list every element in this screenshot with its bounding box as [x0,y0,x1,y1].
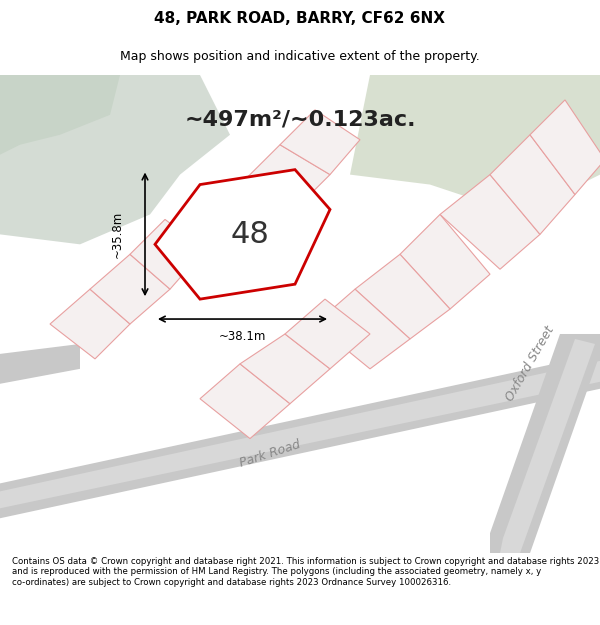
Polygon shape [200,184,295,244]
Polygon shape [50,289,130,359]
Text: ~38.1m: ~38.1m [219,331,266,344]
Text: ~497m²/~0.123ac.: ~497m²/~0.123ac. [184,110,416,130]
Polygon shape [285,299,370,369]
Text: 48, PARK ROAD, BARRY, CF62 6NX: 48, PARK ROAD, BARRY, CF62 6NX [155,11,445,26]
Polygon shape [130,219,205,289]
Polygon shape [490,334,600,553]
Polygon shape [315,289,410,369]
Polygon shape [0,354,600,518]
Polygon shape [200,364,290,439]
Polygon shape [0,75,120,154]
Text: ~35.8m: ~35.8m [110,211,124,258]
Polygon shape [90,254,170,324]
Polygon shape [155,169,330,299]
Text: Map shows position and indicative extent of the property.: Map shows position and indicative extent… [120,50,480,62]
Polygon shape [0,361,600,508]
Polygon shape [530,100,600,194]
Polygon shape [500,339,595,553]
Polygon shape [240,145,330,209]
Polygon shape [0,344,80,384]
Polygon shape [280,110,360,174]
Polygon shape [0,75,230,244]
Polygon shape [350,75,600,204]
Polygon shape [355,254,450,339]
Text: Park Road: Park Road [238,438,302,469]
Polygon shape [490,135,575,234]
Text: Contains OS data © Crown copyright and database right 2021. This information is : Contains OS data © Crown copyright and d… [12,557,599,586]
Text: Oxford Street: Oxford Street [503,324,557,404]
Polygon shape [240,334,330,404]
Polygon shape [440,174,540,269]
Text: 48: 48 [230,220,269,249]
Polygon shape [400,214,490,309]
